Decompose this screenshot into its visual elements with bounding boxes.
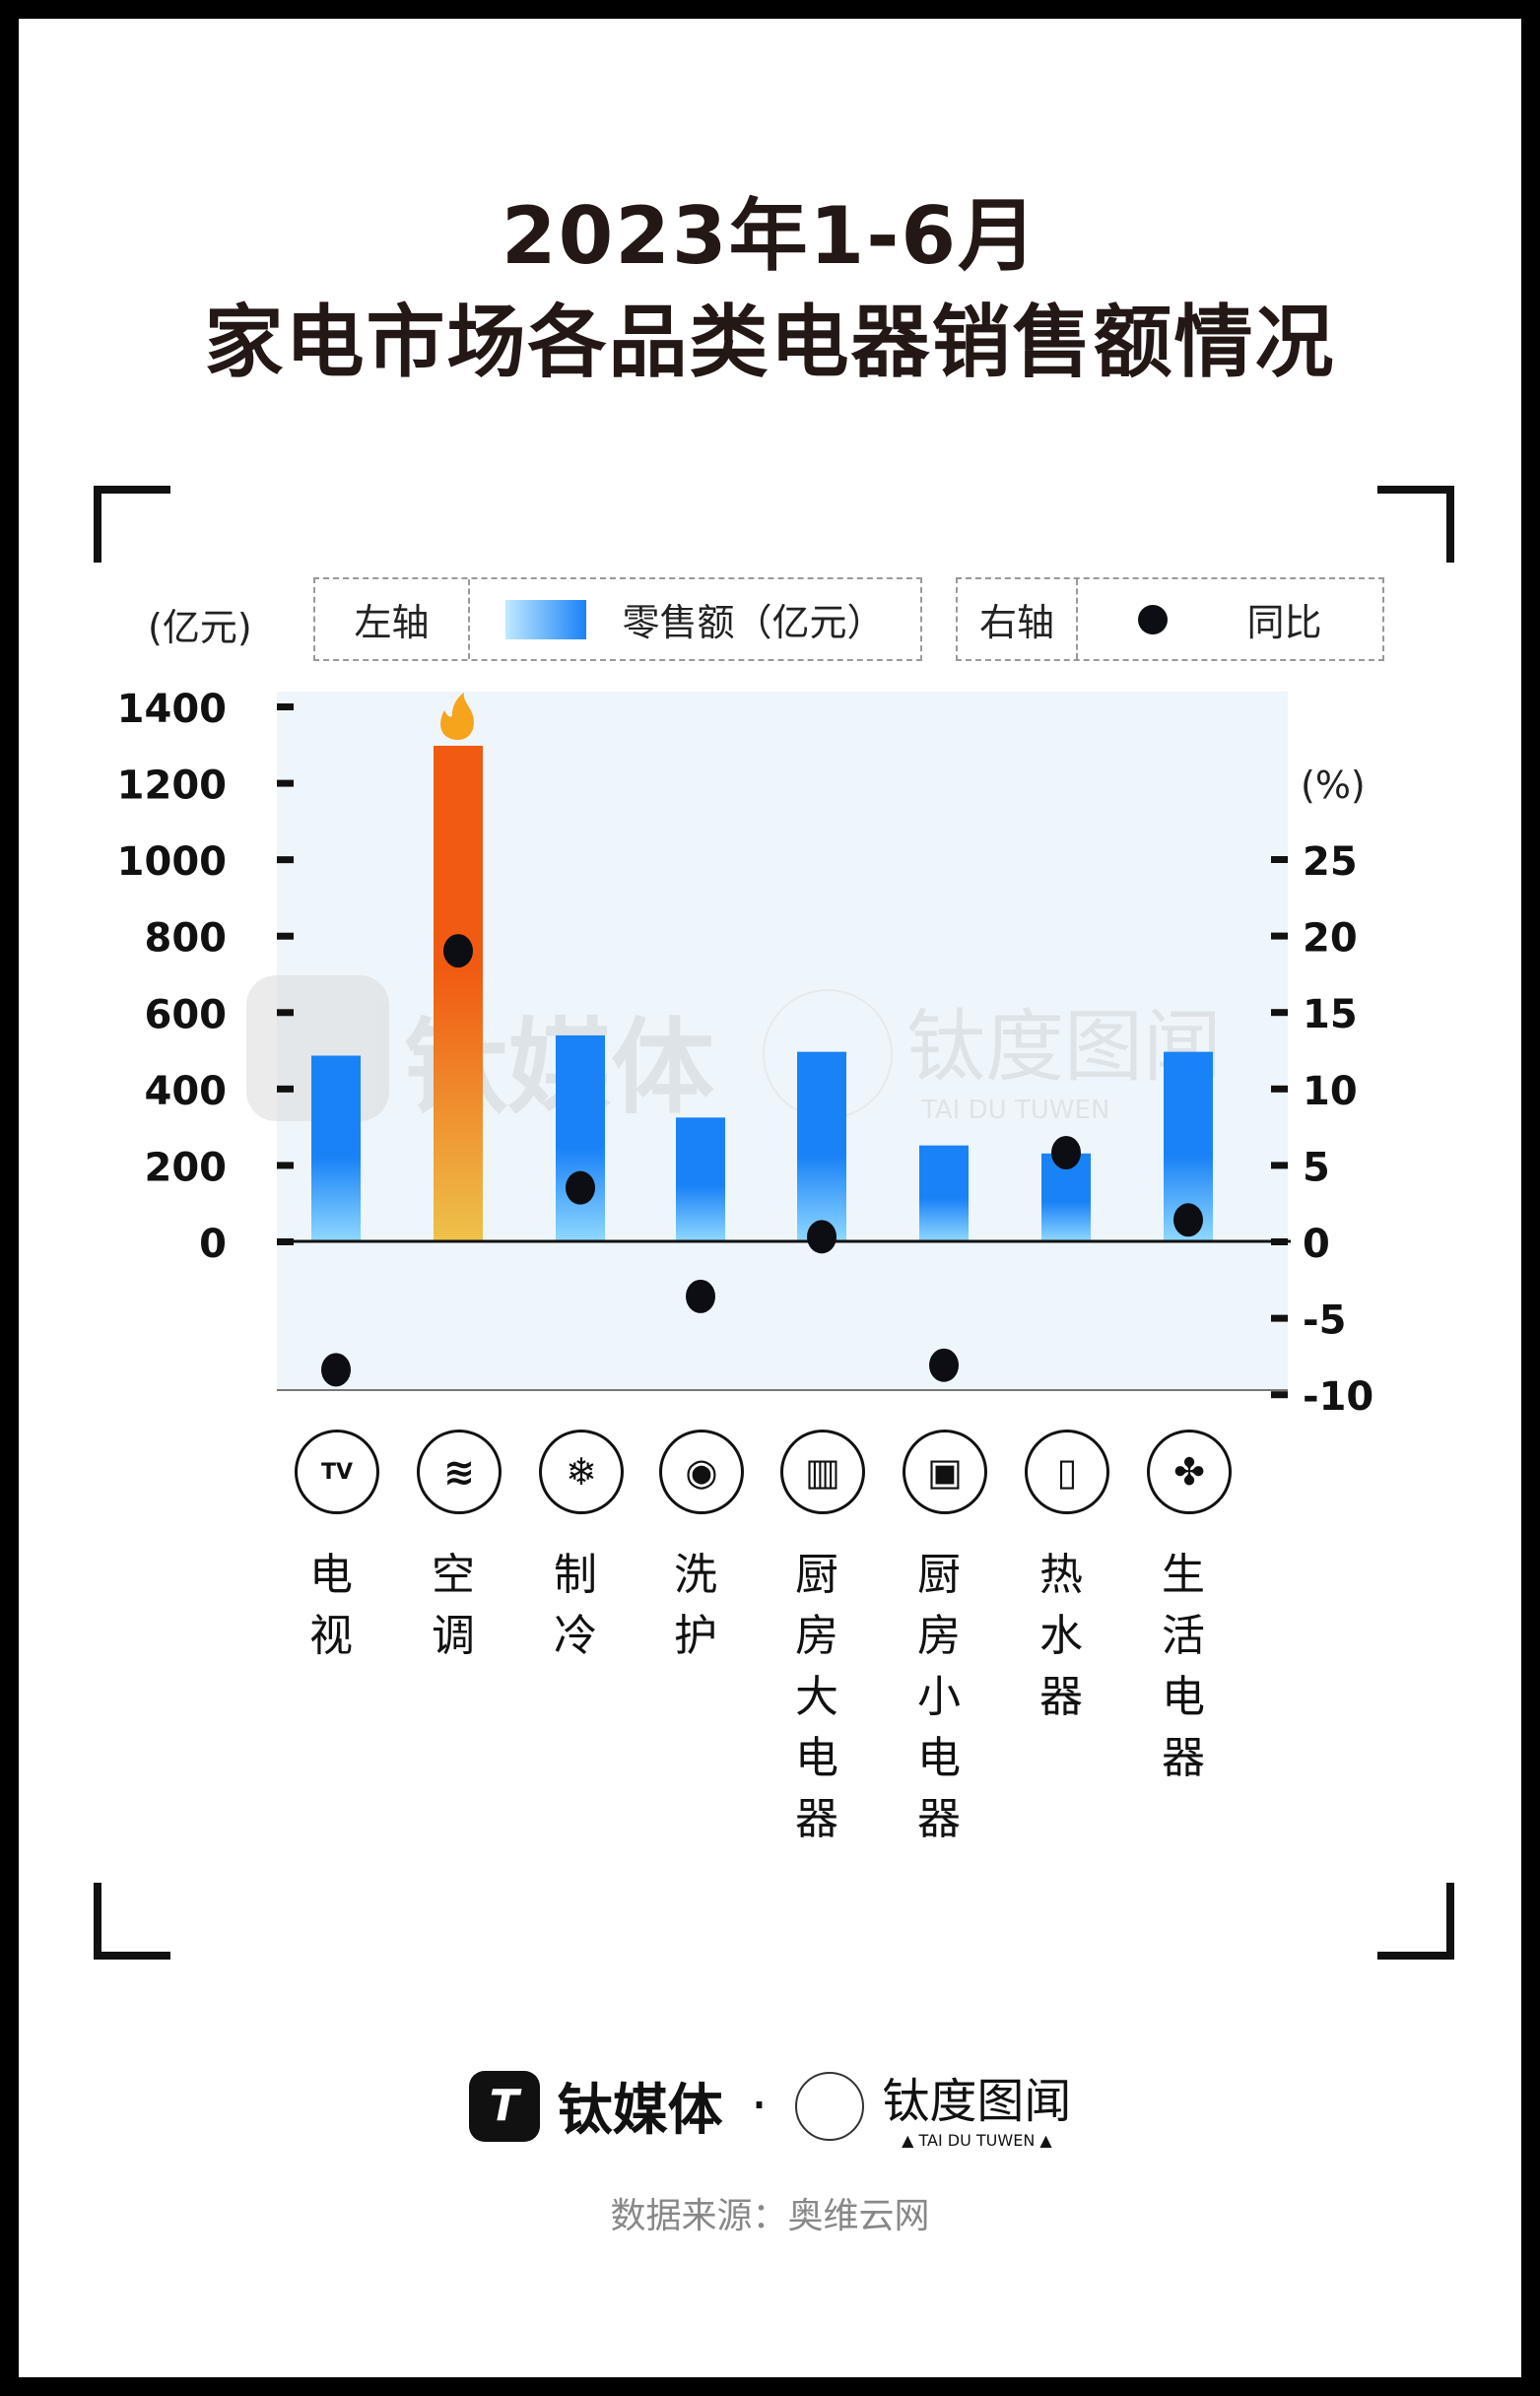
left-tick-mark <box>277 779 294 787</box>
left-tick-label-2: 400 <box>145 1069 228 1114</box>
dot-5 <box>929 1348 959 1382</box>
snowflake-icon: ❄ <box>539 1430 624 1514</box>
legend-bar-label: 零售额（亿元） <box>622 601 885 644</box>
category-label-4: 厨房大电器 <box>795 1550 838 1844</box>
legend-right-axis-label: 右轴 <box>978 601 1054 644</box>
bar-1 <box>434 745 483 1241</box>
bar-2 <box>556 1034 605 1241</box>
legend-right: 右轴 同比 <box>956 577 1384 661</box>
right-tick-mark <box>1271 1314 1288 1322</box>
right-tick-label-7: 25 <box>1303 839 1358 885</box>
right-tick-mark <box>1271 1162 1288 1169</box>
dot-1 <box>443 934 473 968</box>
right-tick-label-3: 5 <box>1303 1145 1330 1190</box>
bar-4 <box>797 1051 846 1241</box>
category-label-0: 电视 <box>309 1550 353 1661</box>
air-conditioner-icon: ≋ <box>417 1430 502 1514</box>
watermark-brand2-sub: TAI DU TUWEN <box>920 1096 1109 1125</box>
category-label-3: 洗护 <box>674 1550 717 1661</box>
left-tick-mark <box>277 932 294 940</box>
frame-corner-top-right <box>1377 486 1454 563</box>
left-tick-mark <box>277 856 294 864</box>
frame-corner-bottom-left <box>94 1883 170 1960</box>
right-tick-mark <box>1271 932 1288 940</box>
microwave-icon: ▣ <box>903 1430 987 1514</box>
footer-logo: T 钛媒体 · 钛度图闻 ▲ TAI DU TUWEN ▲ <box>0 2062 1540 2150</box>
frame-corner-top-left <box>94 486 170 563</box>
left-axis-label: (亿元) <box>148 606 252 649</box>
fire-icon <box>440 692 474 740</box>
washing-machine-icon: ◉ <box>659 1430 744 1514</box>
dot-2 <box>566 1170 595 1205</box>
left-tick-label-5: 1000 <box>117 839 227 885</box>
category-label-1: 空调 <box>432 1550 475 1661</box>
tmt-logo-icon: T <box>468 2070 540 2142</box>
legend-left-axis-label: 左轴 <box>354 601 430 644</box>
eye-logo-icon <box>795 2071 865 2141</box>
right-tick-mark <box>1271 856 1288 863</box>
water-heater-icon: ▯ <box>1025 1430 1109 1514</box>
left-tick-label-7: 1400 <box>117 687 227 732</box>
right-tick-label-1: -5 <box>1303 1298 1346 1344</box>
legend-bar-entry: 零售额（亿元） <box>468 579 920 659</box>
legend-dot-label: 同比 <box>1246 601 1322 644</box>
chart: 钛媒体 钛度图闻 TAI DU TUWEN 020040060080010001… <box>117 687 1374 1420</box>
chart-title-line1: 2023年1-6月 <box>501 190 1039 282</box>
left-tick-mark <box>277 703 294 710</box>
legend-dot-entry: 同比 <box>1076 579 1382 659</box>
right-tick-label-2: 0 <box>1303 1222 1330 1267</box>
dot-6 <box>1051 1135 1081 1169</box>
fan-icon: ✤ <box>1147 1430 1232 1514</box>
dot-0 <box>321 1353 351 1387</box>
footer-dot: · <box>750 2074 769 2138</box>
right-axis-label: (%) <box>1301 764 1366 807</box>
bar-5 <box>919 1145 969 1241</box>
right-tick-label-5: 15 <box>1303 992 1358 1037</box>
left-tick-mark <box>277 1238 294 1245</box>
category-label-5: 厨房小电器 <box>917 1550 961 1844</box>
left-tick-label-3: 600 <box>145 992 228 1037</box>
left-tick-label-0: 0 <box>199 1222 227 1267</box>
chart-title-line2: 家电市场各品类电器销售额情况 <box>204 297 1336 388</box>
right-tick-mark <box>1271 1009 1288 1017</box>
left-tick-mark <box>277 1162 294 1169</box>
bar-0 <box>311 1055 361 1241</box>
footer-brand2-block: 钛度图闻 ▲ TAI DU TUWEN ▲ <box>882 2062 1071 2150</box>
right-tick-mark <box>1271 1391 1288 1399</box>
dot-7 <box>1173 1203 1203 1237</box>
right-tick-label-6: 20 <box>1303 916 1358 962</box>
right-tick-mark <box>1271 1238 1288 1245</box>
left-tick-mark <box>277 1085 294 1093</box>
kitchen-appliance-icon: ▥ <box>780 1430 865 1514</box>
right-tick-label-0: -10 <box>1303 1374 1373 1420</box>
dot-3 <box>686 1279 715 1313</box>
bar-3 <box>676 1117 725 1241</box>
legend-bar-swatch <box>505 599 587 639</box>
data-source: 数据来源：奥维云网 <box>610 2196 930 2236</box>
left-tick-label-4: 800 <box>145 916 228 962</box>
right-tick-label-4: 10 <box>1303 1069 1358 1114</box>
footer-brand2: 钛度图闻 <box>882 2074 1072 2129</box>
left-tick-label-6: 1200 <box>117 764 227 809</box>
legend-dot-swatch <box>1138 604 1169 634</box>
category-label-6: 热水器 <box>1039 1550 1083 1722</box>
frame-corner-bottom-right <box>1377 1883 1454 1960</box>
tv-icon: TV <box>295 1430 379 1514</box>
category-label-7: 生活电器 <box>1162 1550 1205 1783</box>
left-tick-label-1: 200 <box>145 1145 228 1190</box>
legend-left: 左轴 零售额（亿元） <box>313 577 922 661</box>
left-tick-mark <box>277 1009 294 1017</box>
category-label-2: 制冷 <box>554 1550 597 1661</box>
footer-brand1: 钛媒体 <box>557 2079 723 2143</box>
dot-4 <box>807 1220 837 1254</box>
footer-brand2-sub: ▲ TAI DU TUWEN ▲ <box>902 2131 1052 2150</box>
right-tick-mark <box>1271 1085 1288 1093</box>
